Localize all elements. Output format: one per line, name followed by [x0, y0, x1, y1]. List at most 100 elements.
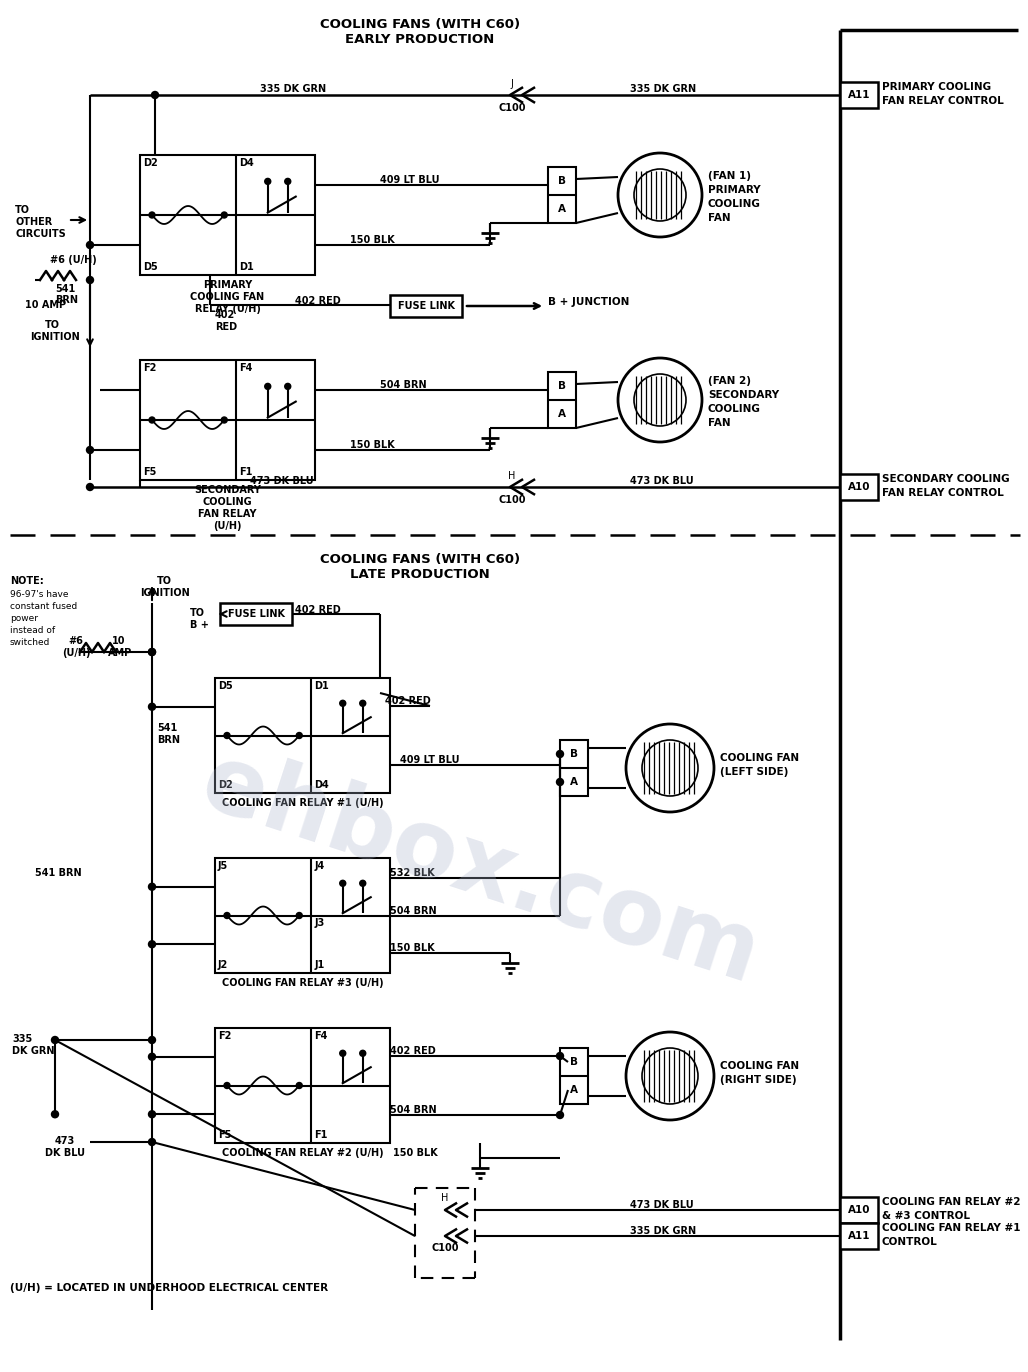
Text: #6 (U/H): #6 (U/H): [50, 255, 97, 265]
Circle shape: [360, 700, 366, 707]
Circle shape: [224, 1083, 230, 1088]
Text: C100: C100: [499, 495, 525, 505]
Bar: [390, 295, 462, 317]
Circle shape: [360, 881, 366, 886]
Text: 150 BLK: 150 BLK: [350, 440, 395, 450]
Text: TO: TO: [157, 576, 172, 586]
Text: (FAN 1): (FAN 1): [708, 172, 751, 181]
Text: FAN RELAY CONTROL: FAN RELAY CONTROL: [882, 96, 1003, 106]
Text: 473: 473: [56, 1136, 75, 1146]
Text: (RIGHT SIDE): (RIGHT SIDE): [720, 1076, 797, 1085]
Text: D2: D2: [218, 781, 232, 790]
Circle shape: [285, 178, 291, 184]
Text: D1: D1: [240, 262, 254, 272]
Text: OTHER: OTHER: [15, 217, 52, 226]
Circle shape: [221, 213, 227, 218]
Text: COOLING FAN: COOLING FAN: [720, 1061, 799, 1072]
Text: A: A: [570, 777, 578, 788]
Text: A: A: [558, 409, 566, 418]
Text: D1: D1: [315, 681, 329, 691]
Text: 335: 335: [12, 1034, 32, 1044]
Circle shape: [148, 649, 155, 656]
Text: A10: A10: [848, 1205, 871, 1216]
Circle shape: [148, 884, 155, 890]
Text: FUSE LINK: FUSE LINK: [398, 300, 454, 311]
Text: F4: F4: [315, 1030, 328, 1041]
Circle shape: [86, 277, 94, 284]
Text: FUSE LINK: FUSE LINK: [227, 609, 285, 619]
Text: RELAY (U/H): RELAY (U/H): [194, 305, 260, 314]
Bar: [840, 82, 878, 108]
Text: 402 RED: 402 RED: [295, 605, 340, 615]
Circle shape: [86, 241, 94, 248]
Text: 409 LT BLU: 409 LT BLU: [400, 755, 460, 766]
Text: F2: F2: [143, 364, 156, 373]
Circle shape: [51, 1036, 59, 1044]
Circle shape: [51, 1111, 59, 1118]
Text: IGNITION: IGNITION: [140, 589, 190, 598]
Text: FAN RELAY: FAN RELAY: [198, 509, 257, 519]
Text: TO: TO: [190, 608, 205, 617]
Bar: [840, 1196, 878, 1222]
Circle shape: [285, 383, 291, 390]
Text: 402: 402: [215, 310, 235, 320]
Text: 335 DK GRN: 335 DK GRN: [630, 1227, 696, 1236]
Circle shape: [556, 778, 563, 786]
Circle shape: [360, 1051, 366, 1056]
Text: D2: D2: [143, 158, 157, 167]
Text: (LEFT SIDE): (LEFT SIDE): [720, 767, 788, 777]
Text: 409 LT BLU: 409 LT BLU: [380, 176, 440, 185]
Text: C100: C100: [432, 1243, 458, 1253]
Text: COOLING FAN: COOLING FAN: [190, 292, 264, 302]
Circle shape: [148, 1036, 155, 1044]
Text: A11: A11: [848, 91, 871, 100]
Text: B +: B +: [190, 620, 209, 630]
Circle shape: [149, 213, 155, 218]
Text: COOLING: COOLING: [708, 403, 761, 414]
Text: TO: TO: [45, 320, 60, 331]
Text: 10 AMP: 10 AMP: [25, 300, 66, 310]
Text: PCM: PCM: [900, 0, 961, 1]
Circle shape: [224, 733, 230, 738]
Text: FAN: FAN: [708, 418, 731, 428]
Bar: [220, 604, 292, 626]
Text: 150 BLK: 150 BLK: [393, 1148, 438, 1158]
Text: J4: J4: [315, 862, 325, 871]
Circle shape: [556, 1111, 563, 1118]
Text: FAN: FAN: [708, 213, 731, 224]
Text: 473 DK BLU: 473 DK BLU: [250, 476, 314, 486]
Text: B + JUNCTION: B + JUNCTION: [548, 296, 629, 307]
Circle shape: [148, 704, 155, 711]
Text: 10: 10: [112, 637, 125, 646]
Text: F2: F2: [218, 1030, 231, 1041]
Text: RED: RED: [215, 322, 237, 332]
Bar: [215, 858, 390, 973]
Text: 402 RED: 402 RED: [390, 1045, 436, 1056]
Bar: [840, 473, 878, 499]
Text: power: power: [10, 615, 38, 623]
Text: F5: F5: [218, 1131, 231, 1140]
Text: 532 BLK: 532 BLK: [390, 868, 435, 878]
Text: A: A: [558, 204, 566, 214]
Text: CONTROL: CONTROL: [882, 1238, 938, 1247]
Text: AMP: AMP: [108, 648, 133, 659]
Text: J5: J5: [218, 862, 228, 871]
Text: PRIMARY: PRIMARY: [708, 185, 761, 195]
Text: (U/H): (U/H): [62, 648, 90, 659]
Text: 541 BRN: 541 BRN: [35, 868, 81, 878]
Text: 541: 541: [56, 284, 75, 294]
Circle shape: [296, 733, 302, 738]
Text: ehbox.com: ehbox.com: [190, 737, 770, 1003]
Text: COOLING FAN RELAY #1 (U/H): COOLING FAN RELAY #1 (U/H): [222, 799, 383, 808]
Text: F5: F5: [143, 466, 156, 477]
Text: FAN RELAY CONTROL: FAN RELAY CONTROL: [882, 488, 1003, 498]
Text: 402 RED: 402 RED: [386, 696, 431, 707]
Text: D5: D5: [143, 262, 157, 272]
Text: COOLING FAN: COOLING FAN: [720, 753, 799, 763]
Circle shape: [265, 383, 270, 390]
Text: J3: J3: [315, 918, 325, 927]
Text: (U/H): (U/H): [213, 521, 242, 531]
Text: B: B: [570, 1056, 578, 1067]
Text: 96-97's have: 96-97's have: [10, 590, 69, 600]
Circle shape: [149, 417, 155, 423]
